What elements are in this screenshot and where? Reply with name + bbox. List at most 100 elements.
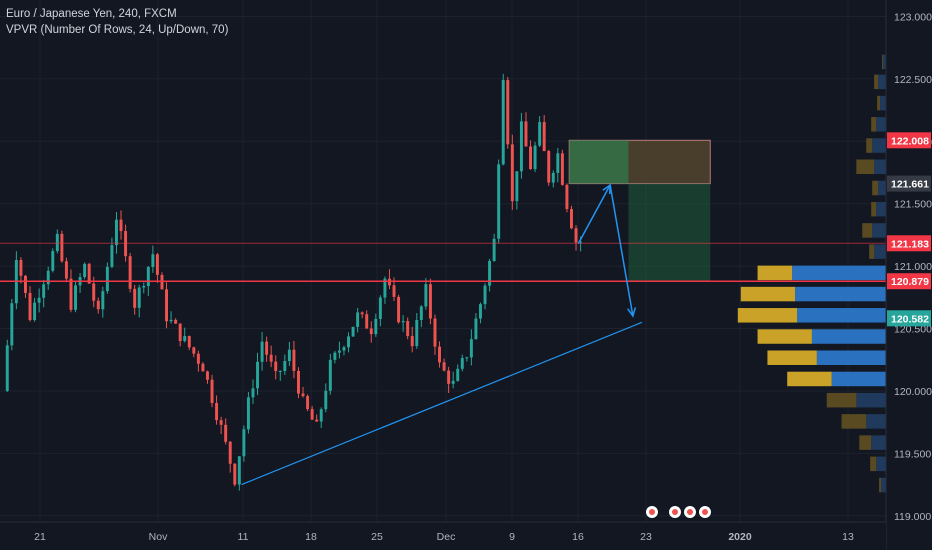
candle — [174, 318, 178, 324]
candle-body — [51, 251, 55, 271]
candle — [501, 73, 505, 166]
candle-body — [37, 297, 41, 303]
volume-bar-down — [737, 308, 798, 323]
candle — [96, 297, 100, 314]
candle-body — [469, 339, 473, 358]
y-tick-label: 119.500 — [894, 448, 931, 460]
trendline — [241, 321, 643, 486]
candle-body — [442, 362, 446, 371]
candle — [110, 237, 114, 269]
candle-body — [146, 267, 150, 286]
candle-body — [533, 145, 537, 170]
candle-body — [137, 287, 141, 308]
volume-bar-up — [811, 329, 886, 344]
candle — [433, 314, 437, 355]
candle-body — [515, 171, 519, 202]
price-tag: 121.183 — [887, 235, 931, 252]
x-tick-label: 13 — [842, 531, 854, 543]
x-tick-label: 23 — [640, 531, 652, 543]
y-tick-label: 120.000 — [894, 386, 932, 398]
candle — [447, 366, 451, 394]
candle-body — [483, 285, 487, 305]
candle — [310, 405, 314, 420]
candle-body — [397, 296, 401, 323]
candle — [74, 280, 77, 313]
candle — [169, 311, 173, 324]
candle-body — [246, 397, 250, 430]
price-tag-label: 120.582 — [891, 313, 929, 325]
candle-body — [433, 318, 437, 347]
candle-body — [428, 284, 432, 319]
candle-body — [224, 424, 228, 442]
x-tick-label: 21 — [34, 531, 46, 543]
volume-bar-up — [876, 117, 886, 132]
volume-bar-up — [878, 74, 886, 90]
candle — [337, 341, 341, 359]
volume-bar-down — [882, 54, 884, 70]
candle — [479, 302, 482, 324]
price-tag-box — [887, 235, 931, 252]
candle — [456, 364, 460, 382]
candle — [333, 350, 337, 364]
candle — [547, 149, 551, 186]
candle-body — [447, 370, 451, 384]
candle-body — [242, 429, 246, 457]
candle-body — [133, 288, 137, 308]
candle — [269, 345, 273, 368]
volume-bar-up — [866, 414, 886, 429]
volume-bar-down — [866, 138, 873, 153]
candle — [519, 112, 523, 179]
candle — [178, 323, 182, 347]
candle-body — [292, 349, 296, 371]
candle — [529, 140, 532, 170]
event-marker-dot — [672, 509, 678, 515]
candle-body — [297, 370, 300, 394]
price-axis: 123.000122.500122.000121.500121.000120.5… — [885, 0, 932, 550]
candle-body — [187, 336, 191, 348]
candle — [474, 313, 478, 340]
candle — [101, 286, 105, 318]
candle — [142, 282, 146, 294]
candle — [215, 395, 219, 425]
candle — [233, 463, 237, 487]
candle — [356, 307, 360, 333]
candle — [265, 336, 269, 362]
candle-body — [388, 278, 391, 286]
candle — [451, 371, 455, 389]
candle — [347, 332, 350, 353]
candle-body — [174, 319, 178, 324]
candle — [524, 112, 528, 147]
candle — [60, 230, 64, 263]
candle-body — [105, 266, 109, 292]
candle — [483, 283, 487, 310]
y-tick-label: 122.500 — [894, 74, 932, 86]
candle — [155, 253, 159, 283]
symbol-label[interactable]: Euro / Japanese Yen, 240, FXCM — [6, 8, 177, 20]
candle-body — [228, 441, 232, 464]
candle — [306, 394, 310, 412]
indicator-label[interactable]: VPVR (Number Of Rows, 24, Up/Down, 70) — [6, 24, 229, 36]
candle-body — [479, 304, 482, 319]
volume-bar-down — [877, 95, 881, 111]
candle-body — [560, 153, 564, 185]
economic-event-markers — [646, 506, 711, 518]
candle — [19, 257, 23, 284]
candle — [570, 205, 573, 230]
candle-body — [574, 228, 578, 243]
candle-body — [219, 420, 223, 425]
candle — [10, 298, 14, 351]
candle-body — [206, 371, 209, 380]
candle-body — [96, 300, 100, 310]
y-tick-label: 123.000 — [894, 11, 932, 23]
candle-body — [260, 341, 264, 362]
x-tick-label: Dec — [437, 531, 456, 543]
candle-body — [547, 151, 551, 183]
volume-bar-up — [871, 435, 886, 450]
event-marker-dot — [687, 509, 693, 515]
candle — [438, 341, 441, 368]
candle — [374, 313, 378, 337]
candle-body — [438, 346, 441, 363]
candle-body — [333, 352, 337, 360]
candle-body — [347, 336, 350, 348]
